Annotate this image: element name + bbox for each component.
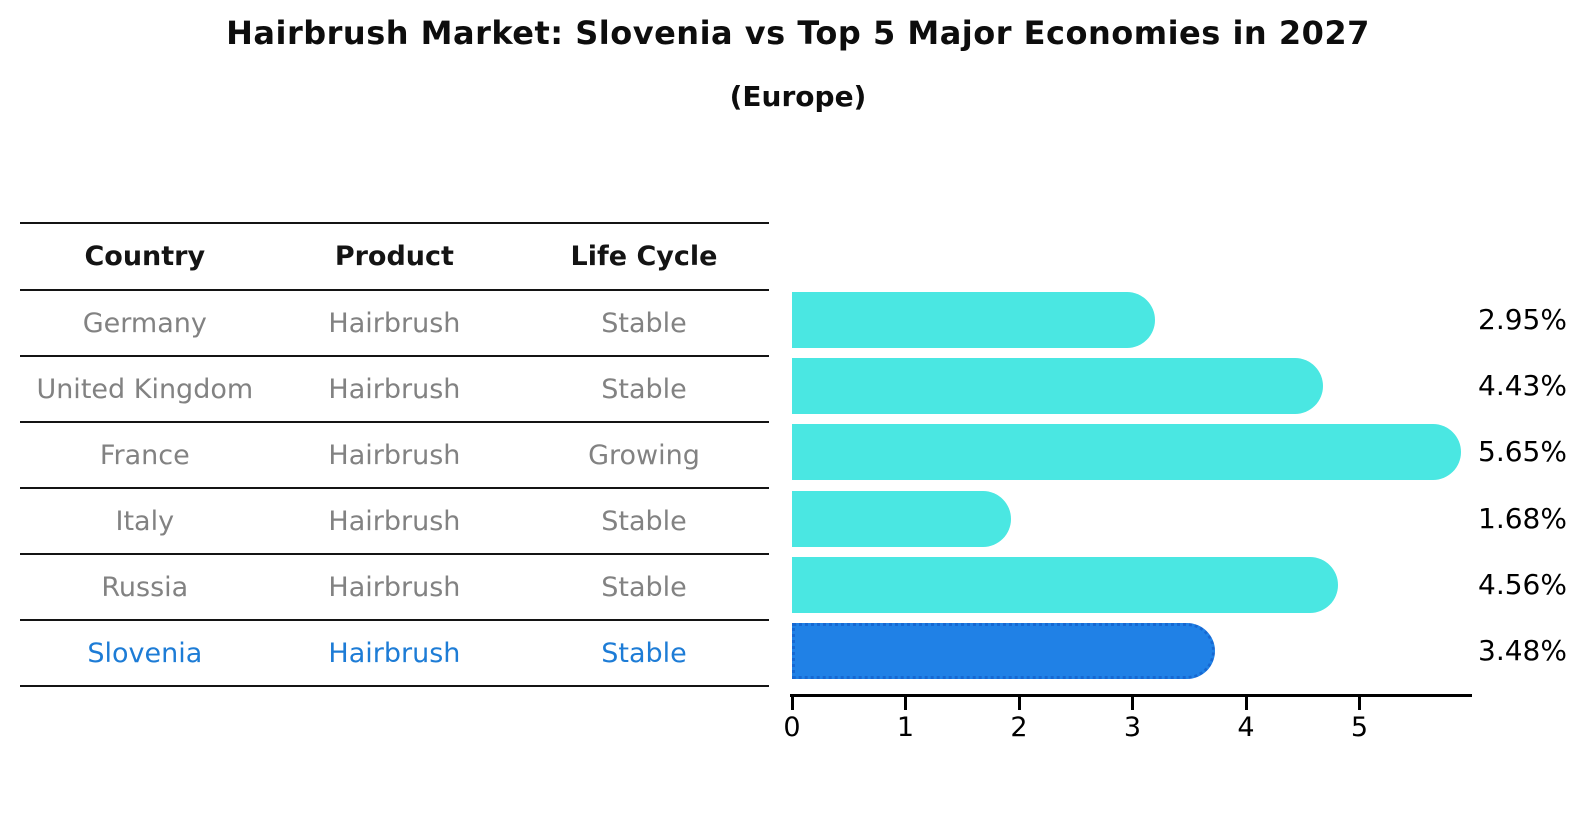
country-cell: France <box>99 439 190 471</box>
chart-title: Hairbrush Market: Slovenia vs Top 5 Majo… <box>226 14 1370 52</box>
product-cell: Hairbrush <box>328 373 461 405</box>
life-cycle-cell: Stable <box>601 505 687 537</box>
bar-france <box>792 424 1462 481</box>
life-cycle-cell: Stable <box>601 571 687 603</box>
table-header-product: Product <box>334 241 454 272</box>
table-row: Germany Hairbrush Stable <box>20 291 769 357</box>
bar-italy <box>792 490 1011 547</box>
x-tick-label: 4 <box>1237 712 1255 743</box>
product-cell: Hairbrush <box>328 307 461 339</box>
bar-germany <box>792 292 1155 348</box>
x-tick-mark <box>1017 697 1021 710</box>
x-tick-mark <box>1244 697 1248 710</box>
country-cell: Italy <box>115 505 175 537</box>
product-cell: Hairbrush <box>328 571 461 603</box>
table-row: Italy Hairbrush Stable <box>20 489 769 555</box>
value-label: 1.68% <box>1478 501 1567 535</box>
x-tick-mark <box>1131 697 1134 710</box>
life-cycle-cell: Stable <box>601 373 687 405</box>
value-label: 2.95% <box>1478 303 1567 336</box>
table-body: Germany Hairbrush Stable United Kingdom … <box>20 291 769 687</box>
table-header-life-cycle: Life Cycle <box>570 241 718 272</box>
value-label: 5.65% <box>1478 435 1567 469</box>
life-cycle-cell: Stable <box>601 307 687 339</box>
x-tick-mark <box>904 697 907 710</box>
bar-slovenia <box>792 623 1215 679</box>
country-cell: Russia <box>101 571 189 603</box>
product-cell: Hairbrush <box>328 505 461 537</box>
product-cell: Hairbrush <box>328 637 461 669</box>
product-cell: Hairbrush <box>328 439 461 471</box>
table-row: France Hairbrush Growing <box>20 423 769 489</box>
bar-united-kingdom <box>792 358 1323 415</box>
x-tick-label: 1 <box>896 712 915 743</box>
country-cell: United Kingdom <box>36 373 254 405</box>
x-axis-line <box>790 694 1472 697</box>
x-tick-label: 3 <box>1123 712 1142 743</box>
value-label: 4.43% <box>1478 369 1567 403</box>
country-cell: Germany <box>82 307 207 339</box>
life-cycle-cell: Stable <box>601 637 687 669</box>
country-table: Country Product Life Cycle Germany Hairb… <box>20 222 769 687</box>
table-header-row: Country Product Life Cycle <box>20 224 769 291</box>
chart-subtitle: (Europe) <box>729 80 867 113</box>
table-row: United Kingdom Hairbrush Stable <box>20 357 769 423</box>
value-label: 3.48% <box>1478 634 1567 667</box>
table-row: Slovenia Hairbrush Stable <box>20 621 769 687</box>
value-label: 4.56% <box>1478 567 1567 601</box>
x-tick-mark <box>790 697 794 710</box>
country-cell: Slovenia <box>87 637 203 669</box>
x-tick-label: 0 <box>783 712 801 743</box>
table-row: Russia Hairbrush Stable <box>20 555 769 621</box>
bar-russia <box>792 556 1338 613</box>
x-tick-label: 2 <box>1010 712 1028 743</box>
x-tick-label: 5 <box>1350 712 1369 743</box>
table-header-country: Country <box>84 241 206 272</box>
x-tick-mark <box>1358 697 1361 710</box>
life-cycle-cell: Growing <box>588 439 700 471</box>
